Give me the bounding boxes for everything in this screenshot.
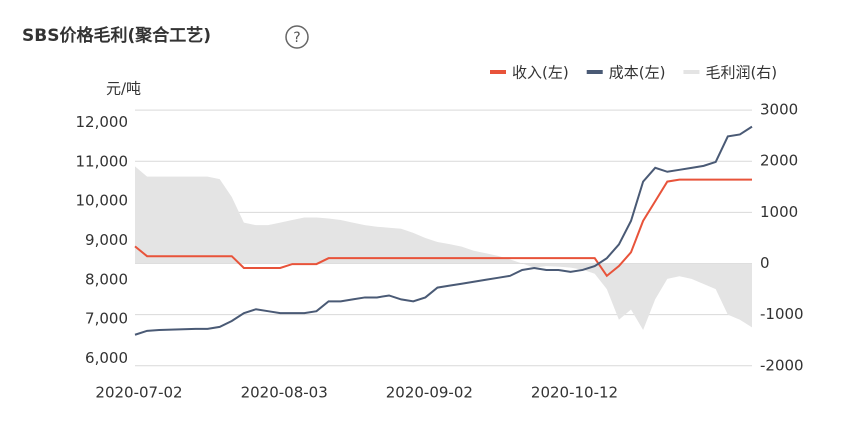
x-tick-label: 2020-09-02: [386, 384, 473, 402]
chart-title: SBS价格毛利(聚合工艺): [22, 25, 211, 46]
y-tick-label: 7,000: [85, 310, 128, 328]
y-tick-label: 6,000: [85, 349, 128, 367]
legend-swatch: [586, 70, 603, 74]
legend-label: 毛利润(右): [705, 64, 777, 82]
y2-tick-label: 0: [760, 254, 770, 272]
y-tick-label: 11,000: [76, 152, 129, 170]
series-line: [134, 125, 753, 336]
help-icon[interactable]: [285, 25, 309, 49]
legend-label: 收入(左): [512, 64, 569, 82]
y2-tick-label: -2000: [760, 356, 804, 374]
y2-tick-label: 3000: [760, 101, 798, 119]
legend: 收入(左) 成本(左) 毛利润(右): [490, 64, 777, 82]
legend-label: 成本(左): [609, 64, 666, 82]
x-tick-label: 2020-10-12: [531, 384, 618, 402]
margin-area: [135, 166, 752, 330]
y-tick-label: 9,000: [85, 231, 128, 249]
series-line: [134, 178, 752, 278]
y-axis-unit: 元/吨: [106, 80, 141, 98]
y2-tick-label: -1000: [760, 305, 804, 323]
y2-tick-label: 2000: [760, 152, 798, 170]
help-icon-text[interactable]: ?: [293, 30, 300, 46]
area-layer: [135, 166, 752, 330]
x-tick-label: 2020-07-02: [95, 384, 182, 402]
x-tick-label: 2020-08-03: [241, 384, 328, 402]
y-tick-label: 12,000: [76, 113, 129, 131]
legend-swatch: [683, 70, 700, 74]
y-tick-label: 8,000: [85, 270, 128, 288]
legend-swatch: [490, 70, 506, 74]
y2-tick-label: 1000: [760, 203, 798, 221]
y-tick-label: 10,000: [76, 192, 129, 210]
